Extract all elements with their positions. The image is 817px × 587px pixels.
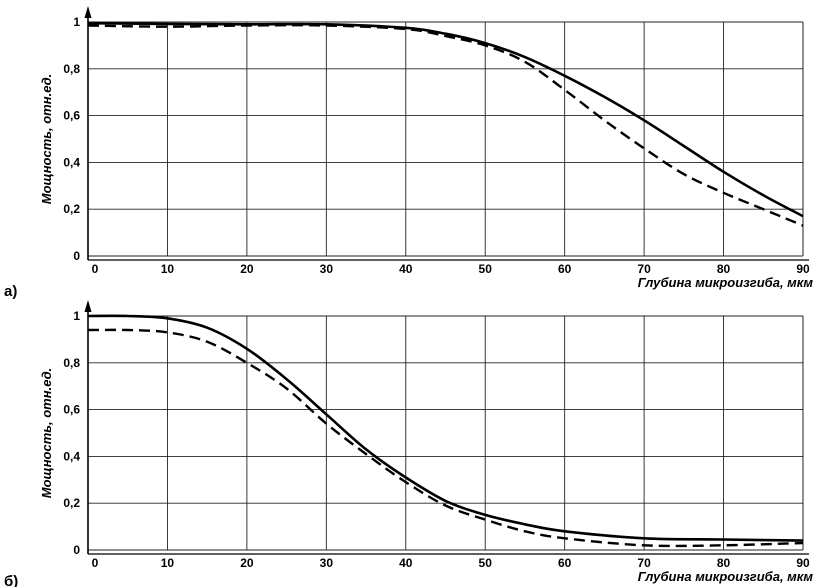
x-tick-label: 40 bbox=[399, 262, 413, 276]
series-line-solid bbox=[87, 314, 804, 542]
x-tick-label: 70 bbox=[637, 262, 651, 276]
x-tick-label: 30 bbox=[320, 556, 334, 570]
x-tick-label: 60 bbox=[558, 262, 572, 276]
x-tick-label: 80 bbox=[717, 262, 731, 276]
panel-label: а) bbox=[4, 283, 17, 300]
x-tick-label: 50 bbox=[479, 556, 493, 570]
x-tick-label: 60 bbox=[558, 556, 572, 570]
x-tick-label: 0 bbox=[92, 262, 99, 276]
x-axis-label: Глубина микроизгиба, мкм bbox=[638, 569, 814, 584]
y-axis-label: Мощность, отн.ед. bbox=[39, 368, 54, 498]
y-axis-arrow bbox=[84, 6, 92, 18]
x-axis-label: Глубина микроизгиба, мкм bbox=[638, 275, 814, 290]
chart-panel-a: 0 10 20 30 40 50 60 70 80 90 0 0,2 0,4 0,6 0,8 1 Мощност… bbox=[4, 6, 813, 300]
y-tick-label: 0,6 bbox=[63, 403, 80, 417]
x-tick-label: 0 bbox=[92, 556, 99, 570]
y-tick-label: 0 bbox=[73, 249, 80, 263]
x-tick-label: 30 bbox=[320, 262, 334, 276]
y-tick-label: 0,2 bbox=[63, 202, 80, 216]
x-tick-label: 20 bbox=[240, 556, 254, 570]
x-tick-label: 90 bbox=[796, 556, 810, 570]
series-line-solid bbox=[87, 21, 804, 218]
series-line-dashed bbox=[87, 23, 804, 227]
y-tick-label: 0,8 bbox=[63, 62, 80, 76]
panel-label: б) bbox=[4, 573, 18, 587]
y-axis-arrow bbox=[84, 300, 92, 312]
y-tick-label: 0,4 bbox=[63, 449, 80, 463]
x-tick-label: 10 bbox=[161, 556, 175, 570]
y-tick-label: 0,2 bbox=[63, 496, 80, 510]
x-tick-label: 90 bbox=[796, 262, 810, 276]
y-tick-label: 0,6 bbox=[63, 109, 80, 123]
x-tick-label: 70 bbox=[637, 556, 651, 570]
x-tick-label: 40 bbox=[399, 556, 413, 570]
y-tick-label: 0 bbox=[73, 543, 80, 557]
x-tick-label: 50 bbox=[479, 262, 493, 276]
y-axis-label: Мощность, отн.ед. bbox=[39, 74, 54, 204]
x-tick-label: 80 bbox=[717, 556, 731, 570]
x-tick-label: 10 bbox=[161, 262, 175, 276]
y-tick-label: 0,4 bbox=[63, 155, 80, 169]
chart-panel-b: 0 10 20 30 40 50 60 70 80 90 0 0,2 0,4 0,6 0,8 1 Мощност… bbox=[4, 300, 813, 587]
y-tick-label: 0,8 bbox=[63, 356, 80, 370]
y-tick-label: 1 bbox=[73, 309, 80, 323]
series-line-dashed bbox=[87, 328, 804, 548]
x-tick-label: 20 bbox=[240, 262, 254, 276]
y-tick-label: 1 bbox=[73, 15, 80, 29]
